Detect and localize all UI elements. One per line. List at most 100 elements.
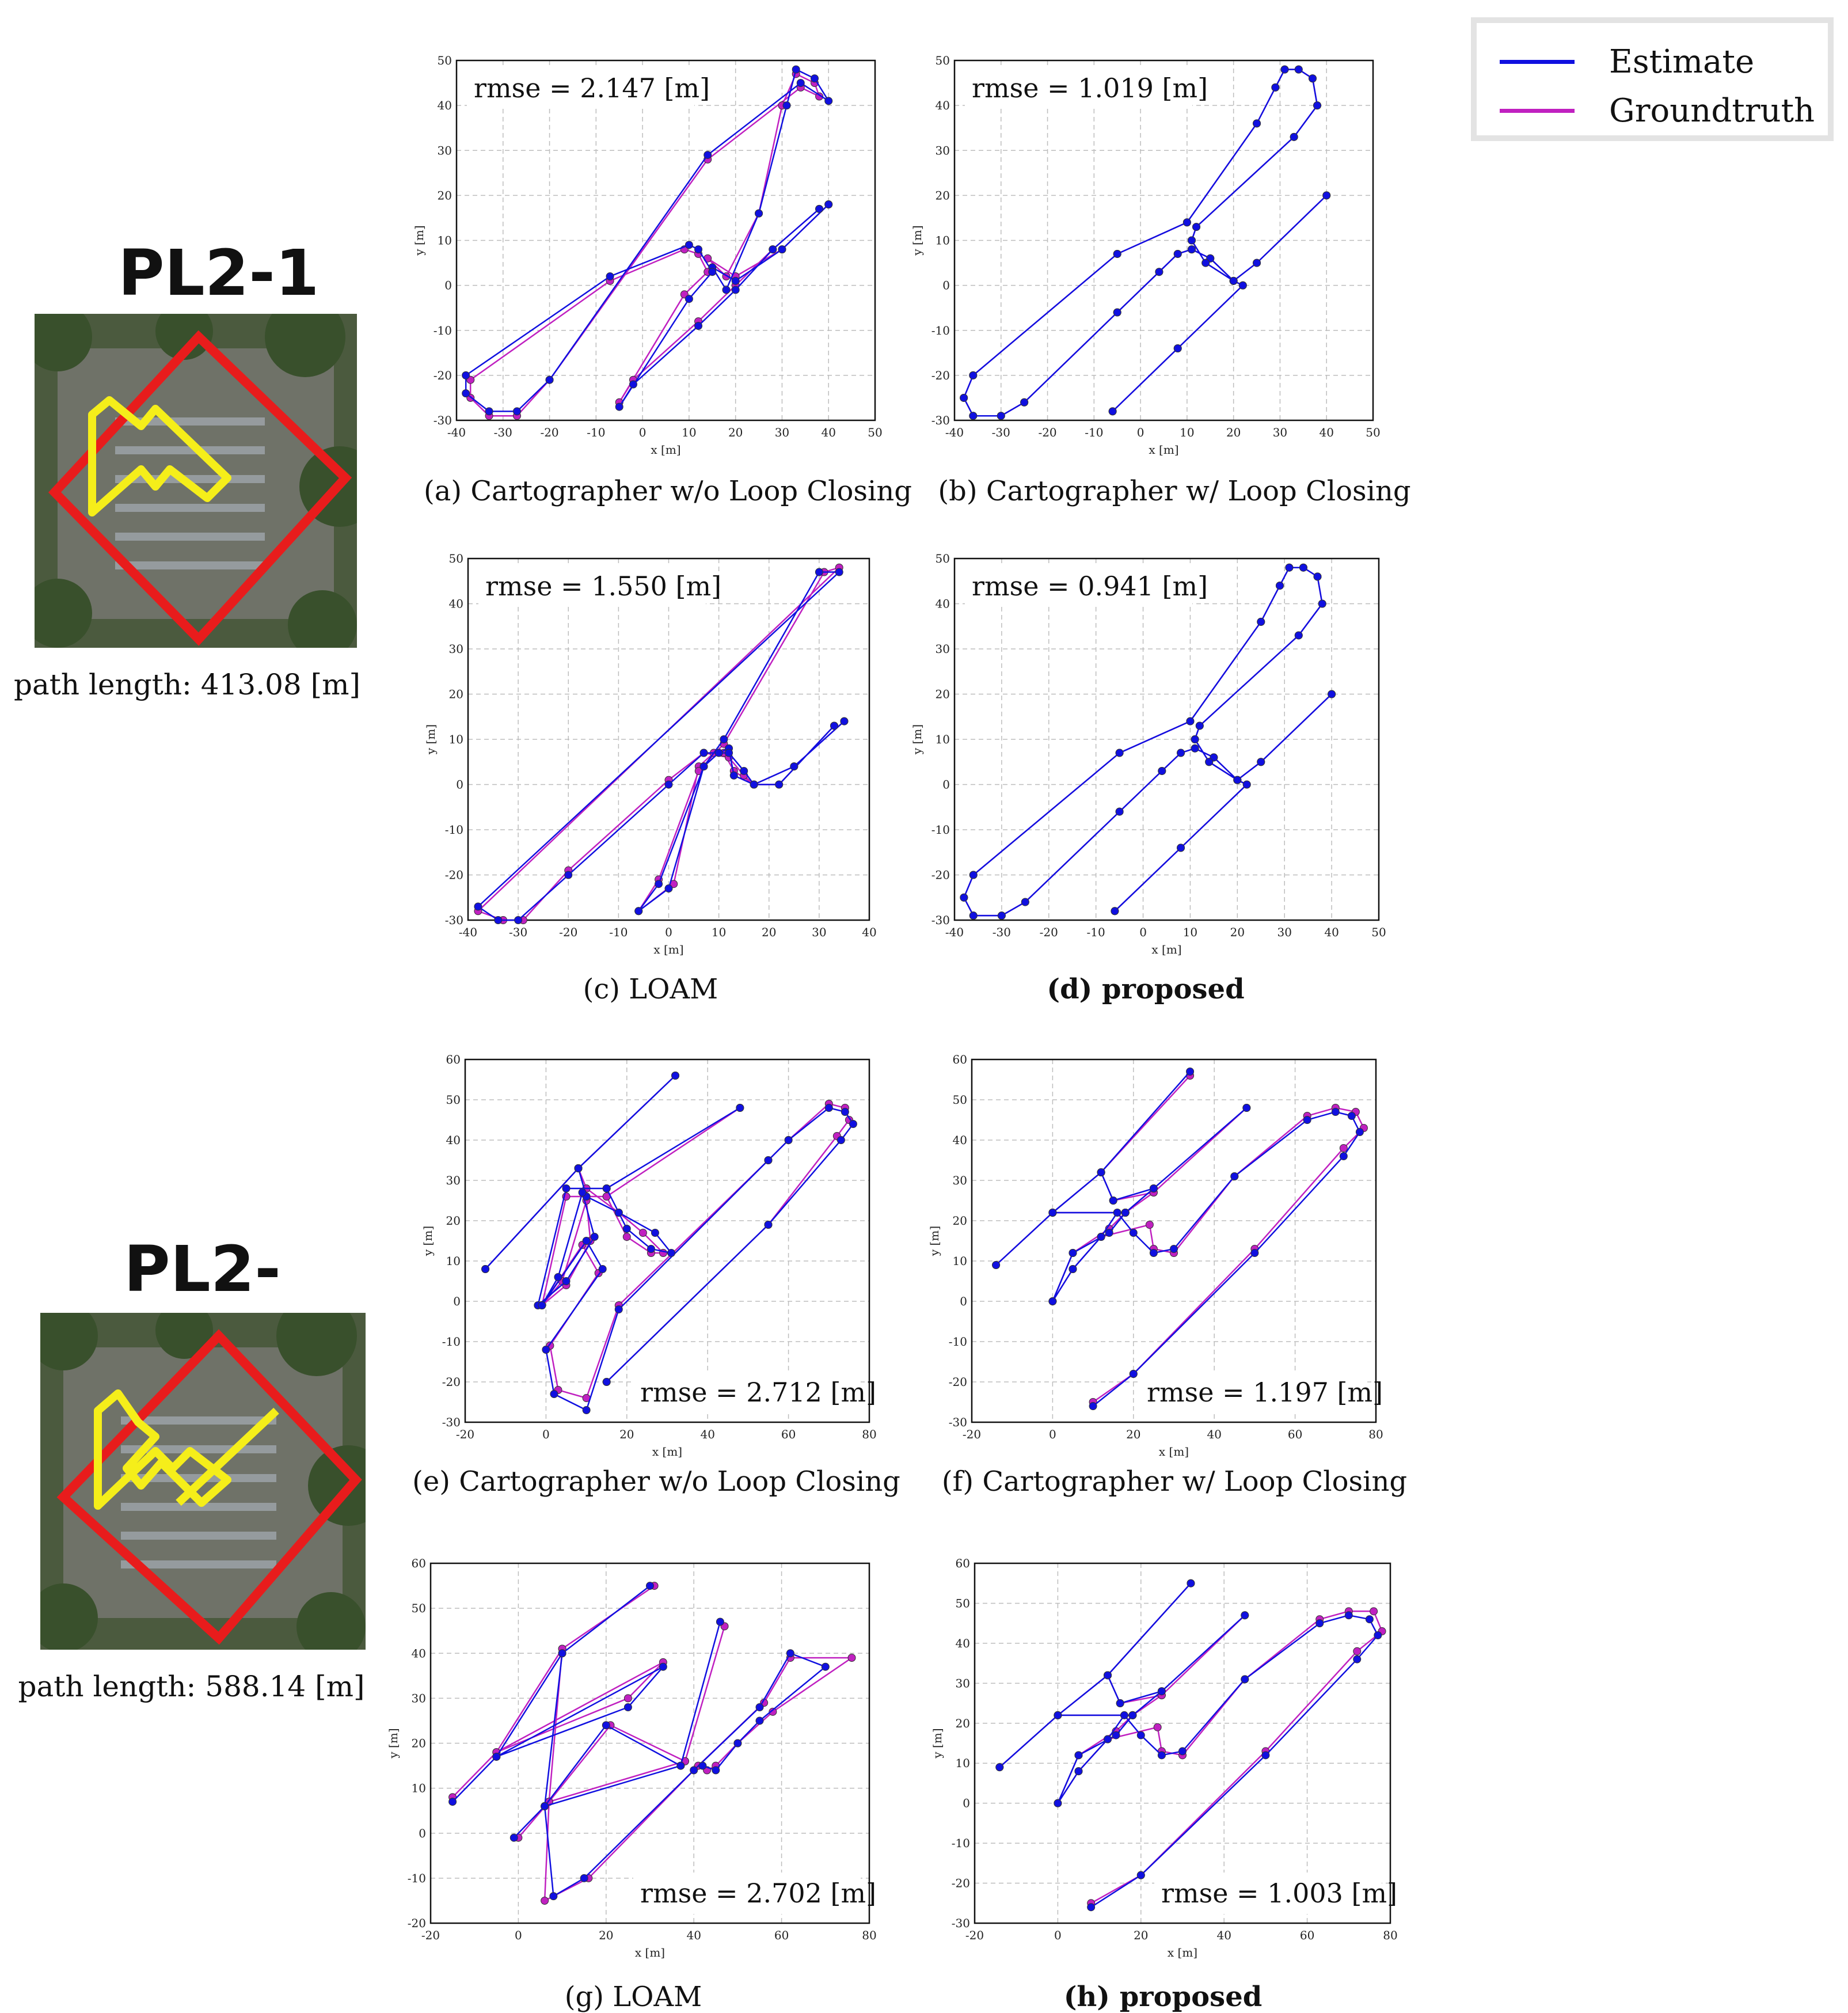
chart-f-rmse-label: rmse = 1.197 [m] xyxy=(1147,1377,1383,1408)
chart-d-xtick-label: 20 xyxy=(1230,925,1245,939)
chart-b-xlabel: x [m] xyxy=(1149,443,1178,457)
chart-d-xtick-label: 10 xyxy=(1183,925,1197,939)
chart-a-xtick-label: -30 xyxy=(494,426,512,439)
legend: Estimate Groundtruth xyxy=(1471,17,1834,141)
chart-h-point-estimate xyxy=(1074,1767,1083,1776)
chart-e-xlabel: x [m] xyxy=(652,1445,682,1459)
chart-e-point-groundtruth xyxy=(638,1229,647,1237)
chart-f-point-estimate xyxy=(1331,1108,1340,1116)
chart-f-point-estimate xyxy=(1113,1209,1121,1217)
chart-e-point-estimate xyxy=(562,1184,571,1192)
chart-c-point-estimate xyxy=(634,907,643,916)
chart-h-point-estimate xyxy=(1157,1687,1166,1696)
chart-d-rmse-label: rmse = 0.941 [m] xyxy=(972,571,1208,602)
chart-d-point-estimate xyxy=(1233,776,1242,784)
chart-c-xtick-label: 40 xyxy=(862,925,876,939)
chart-d-point-estimate xyxy=(1257,758,1265,766)
chart-h-ytick-label: 20 xyxy=(956,1716,970,1730)
chart-d-xtick-label: 50 xyxy=(1371,925,1386,939)
chart-b-point-estimate xyxy=(997,412,1005,420)
chart-e-xtick-label: 0 xyxy=(542,1427,550,1441)
chart-c-ytick-label: 20 xyxy=(449,688,463,701)
chart-g-point-groundtruth xyxy=(623,1694,632,1703)
chart-f-point-estimate xyxy=(1170,1245,1178,1253)
chart-e-point-estimate xyxy=(562,1277,571,1285)
chart-f-point-estimate xyxy=(1089,1402,1097,1410)
chart-e-ytick-label: 60 xyxy=(446,1053,461,1066)
chart-f-point-estimate xyxy=(1339,1152,1348,1160)
chart-g-point-groundtruth xyxy=(541,1896,549,1905)
chart-d-xtick-label: 0 xyxy=(1139,925,1147,939)
chart-a-rmse-box xyxy=(467,67,694,109)
chart-f-rmse-box xyxy=(1140,1372,1367,1413)
chart-c-point-estimate xyxy=(815,568,823,576)
chart-h-xtick-label: 60 xyxy=(1300,1928,1314,1942)
chart-e-point-estimate xyxy=(836,1136,845,1144)
chart-d-point-estimate xyxy=(969,871,978,879)
chart-b-point-estimate xyxy=(1229,276,1238,285)
chart-c-point-estimate xyxy=(830,721,839,730)
chart-h-ytick-label: 0 xyxy=(963,1796,970,1810)
chart-g-ytick-label: 0 xyxy=(419,1826,426,1840)
chart-d-point-estimate xyxy=(997,911,1006,920)
chart-e-point-estimate xyxy=(582,1237,591,1245)
chart-h-point-estimate xyxy=(1136,1871,1145,1879)
chart-d-point-estimate xyxy=(969,911,978,920)
chart-e-point-groundtruth xyxy=(622,1233,631,1241)
chart-e-ytick-label: 10 xyxy=(446,1254,461,1268)
aerial-map-pl2-1 xyxy=(35,314,357,648)
chart-b-series-groundtruth xyxy=(963,69,1328,417)
chart-c-point-estimate xyxy=(564,871,573,879)
chart-f-xlabel: x [m] xyxy=(1159,1445,1189,1459)
chart-g-point-estimate xyxy=(646,1582,654,1590)
chart-g-point-estimate xyxy=(821,1662,830,1671)
chart-b-point-estimate xyxy=(1201,259,1210,267)
chart-a-point-estimate xyxy=(782,101,791,110)
chart-d-point-estimate xyxy=(1191,744,1199,753)
chart-a-point-estimate xyxy=(629,380,637,389)
chart-a-ytick-label: 10 xyxy=(438,234,452,248)
chart-g-frame xyxy=(429,1562,870,1924)
chart-h-ytick-label: 30 xyxy=(956,1676,970,1690)
chart-f-point-estimate xyxy=(1097,1233,1105,1241)
chart-a-point-estimate xyxy=(731,286,740,294)
chart-e-point-estimate xyxy=(764,1221,773,1229)
chart-b-xtick-label: 40 xyxy=(1319,426,1333,439)
chart-a-ytick-label: 50 xyxy=(438,54,452,67)
aerial-map-pl2-2 xyxy=(40,1313,366,1650)
chart-f-ytick-label: 20 xyxy=(953,1214,967,1228)
chart-h-point-estimate xyxy=(1241,1611,1249,1620)
chart-b-point-estimate xyxy=(1322,191,1331,200)
chart-g-point-estimate xyxy=(602,1721,610,1730)
chart-a-point-estimate xyxy=(513,407,522,416)
chart-b-ytick-label: 20 xyxy=(936,188,950,202)
chart-e-point-estimate xyxy=(671,1072,680,1080)
chart-b-ylabel: y [m] xyxy=(910,225,924,256)
chart-f-point-estimate xyxy=(1069,1249,1077,1257)
chart-f-point-estimate xyxy=(1303,1116,1311,1124)
chart-g-point-estimate xyxy=(509,1833,518,1842)
chart-b-point-estimate xyxy=(960,393,968,402)
chart-d-xtick-label: -30 xyxy=(993,925,1011,939)
chart-h-xtick-label: 0 xyxy=(1054,1928,1062,1942)
chart-h-point-estimate xyxy=(1054,1711,1062,1719)
chart-d-series-estimate xyxy=(963,567,1332,917)
chart-g-point-estimate xyxy=(755,1703,764,1711)
chart-e-series-groundtruth xyxy=(485,1075,850,1399)
chart-f-point-estimate xyxy=(1048,1209,1057,1217)
chart-b-xtick-label: -20 xyxy=(1038,426,1056,439)
chart-h-point-estimate xyxy=(1136,1731,1145,1739)
chart-e-point-estimate xyxy=(647,1245,655,1253)
chart-a-point-estimate xyxy=(755,209,763,218)
chart-f-ytick-label: 60 xyxy=(953,1053,967,1066)
chart-b-xtick-label: 20 xyxy=(1226,426,1241,439)
legend-line-groundtruth xyxy=(1500,109,1575,113)
chart-c-point-estimate xyxy=(835,568,843,576)
chart-e-ytick-label: -30 xyxy=(442,1415,461,1429)
chart-h-rmse-box xyxy=(1154,1873,1382,1914)
chart-c-ytick-label: 30 xyxy=(449,642,463,656)
caption-b: (b) Cartographer w/ Loop Closing xyxy=(938,475,1411,507)
chart-d-ytick-label: -30 xyxy=(931,913,950,927)
chart-e-ytick-label: 50 xyxy=(446,1093,461,1107)
